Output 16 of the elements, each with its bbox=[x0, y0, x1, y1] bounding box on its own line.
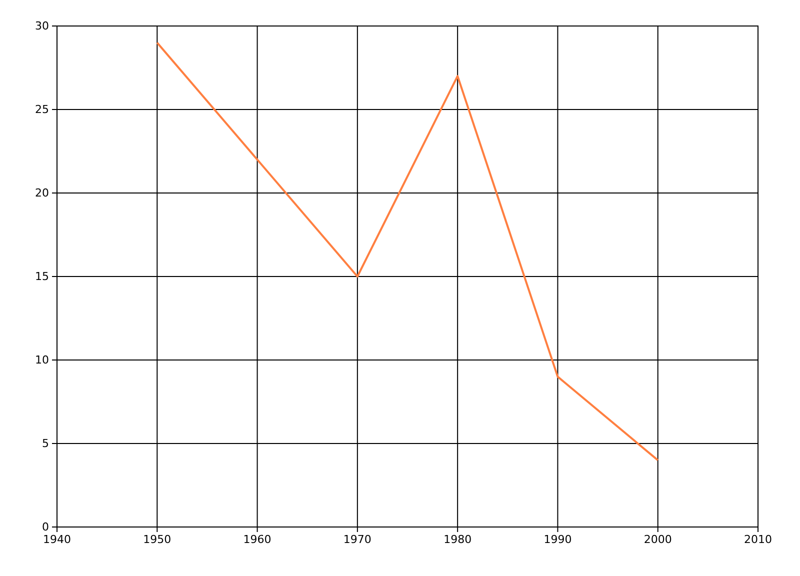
y-tick-label: 0 bbox=[42, 520, 49, 534]
x-tick-label: 1970 bbox=[343, 532, 372, 546]
y-tick-label: 25 bbox=[35, 103, 49, 116]
y-tick-label: 15 bbox=[35, 270, 49, 284]
x-tick-label: 1940 bbox=[43, 532, 71, 546]
y-tick-label: 20 bbox=[35, 186, 49, 200]
x-tick-label: 1990 bbox=[544, 532, 572, 546]
x-tick-label: 2000 bbox=[644, 532, 672, 546]
y-tick-label: 5 bbox=[42, 437, 49, 450]
x-tick-label: 2010 bbox=[744, 532, 772, 546]
x-tick-label: 1980 bbox=[444, 532, 472, 546]
y-tick-label: 30 bbox=[35, 20, 49, 33]
line-series bbox=[156, 42, 659, 462]
x-tick-label: 1950 bbox=[143, 532, 172, 546]
x-tick-label: 1960 bbox=[243, 532, 272, 546]
y-tick-label: 10 bbox=[35, 354, 49, 367]
